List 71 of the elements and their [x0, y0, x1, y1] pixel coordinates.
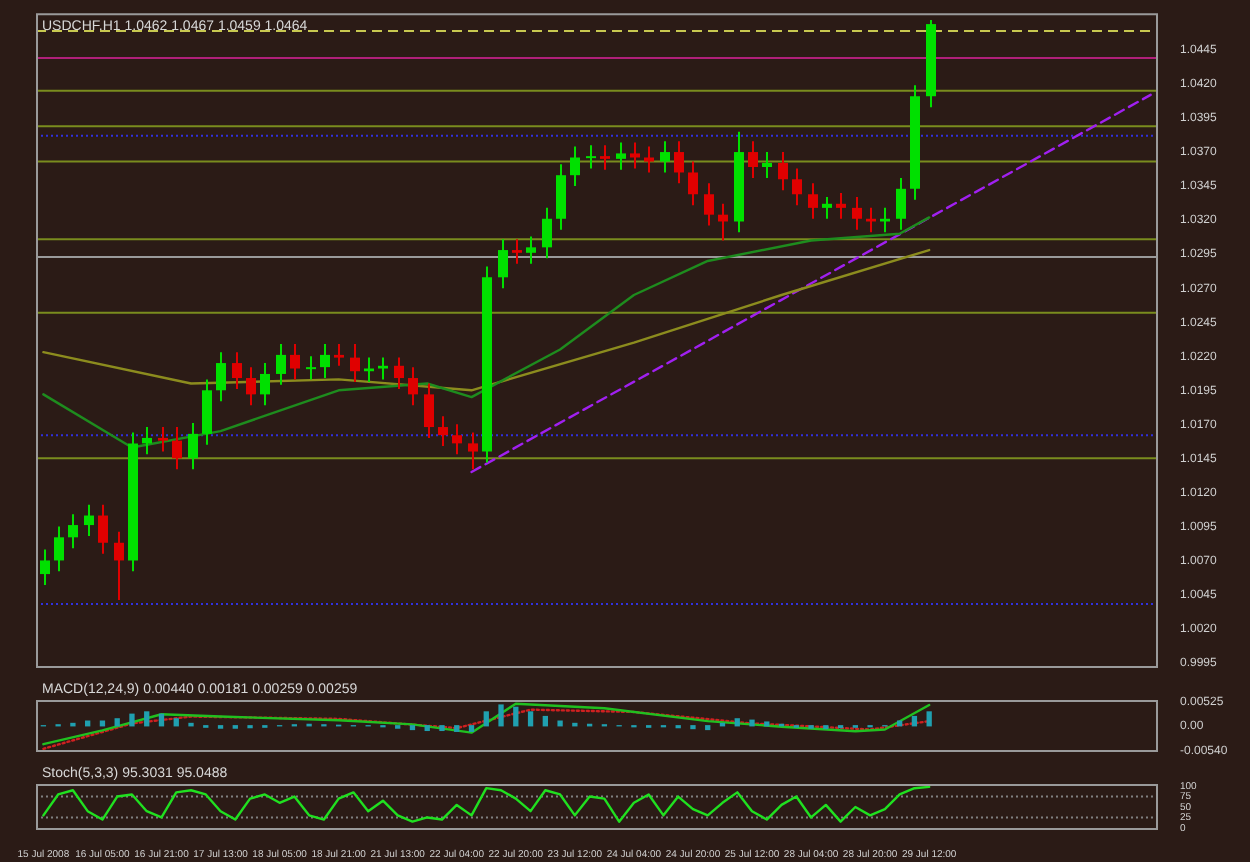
- candlestick: [202, 378, 212, 446]
- bar: [173, 718, 179, 727]
- bar: [557, 720, 563, 727]
- bar: [468, 725, 475, 732]
- bar: [705, 725, 711, 731]
- candlestick: [142, 426, 152, 456]
- bar: [749, 719, 755, 727]
- bar: [114, 718, 120, 727]
- candlestick: [408, 366, 418, 407]
- bar: [454, 725, 460, 732]
- candlestick: [586, 144, 596, 170]
- bar: [513, 706, 519, 727]
- candlestick: [216, 351, 226, 403]
- candlestick: [158, 426, 168, 453]
- candlestick: [306, 355, 316, 381]
- candlestick: [778, 151, 788, 192]
- candlestick: [172, 426, 182, 471]
- candlestick: [98, 503, 108, 555]
- bar: [764, 721, 770, 727]
- bar: [144, 711, 150, 727]
- candlestick: [276, 343, 286, 386]
- candlestick: [438, 415, 448, 448]
- bar: [129, 713, 135, 727]
- candlestick: [84, 503, 94, 537]
- candlestick: [512, 238, 522, 265]
- candlestick: [896, 176, 906, 231]
- candlestick: [542, 206, 552, 260]
- bar: [527, 711, 534, 727]
- candlestick: [660, 140, 670, 174]
- candlestick: [246, 366, 256, 407]
- candlestick: [424, 382, 434, 439]
- candlestick: [68, 513, 78, 550]
- candlestick: [54, 525, 64, 573]
- candlestick: [852, 195, 862, 231]
- candlestick: [394, 356, 404, 390]
- candlestick: [644, 145, 654, 174]
- candlestick: [556, 163, 566, 231]
- candlestick: [114, 530, 124, 601]
- candlestick: [762, 151, 772, 179]
- candlestick: [704, 182, 714, 227]
- candlestick: [334, 343, 344, 367]
- candlestick: [808, 182, 818, 220]
- bar: [439, 725, 445, 732]
- candlestick: [468, 431, 478, 471]
- candlestick: [526, 235, 536, 265]
- candlestick: [570, 145, 580, 188]
- candlestick: [674, 140, 684, 185]
- candlestick: [498, 238, 508, 290]
- candlestick: [290, 343, 300, 381]
- candlestick: [378, 356, 388, 381]
- candlestick: [616, 141, 626, 171]
- candlestick: [350, 343, 360, 384]
- candlestick: [822, 195, 832, 220]
- bar: [424, 725, 430, 732]
- candlestick: [320, 343, 330, 380]
- candlestick: [600, 144, 610, 171]
- candlestick: [792, 167, 802, 207]
- bar: [498, 704, 504, 727]
- candlestick: [748, 140, 758, 179]
- bar: [734, 718, 740, 727]
- bar: [926, 711, 932, 727]
- bar: [409, 725, 416, 731]
- candlestick: [40, 548, 50, 586]
- candlestick: [188, 421, 198, 471]
- candlestick: [452, 423, 462, 456]
- candlestick: [688, 160, 698, 207]
- bar: [483, 711, 489, 727]
- candlestick: [260, 362, 270, 407]
- candlestick: [232, 351, 242, 390]
- candlestick: [630, 141, 640, 170]
- candlestick: [836, 191, 846, 220]
